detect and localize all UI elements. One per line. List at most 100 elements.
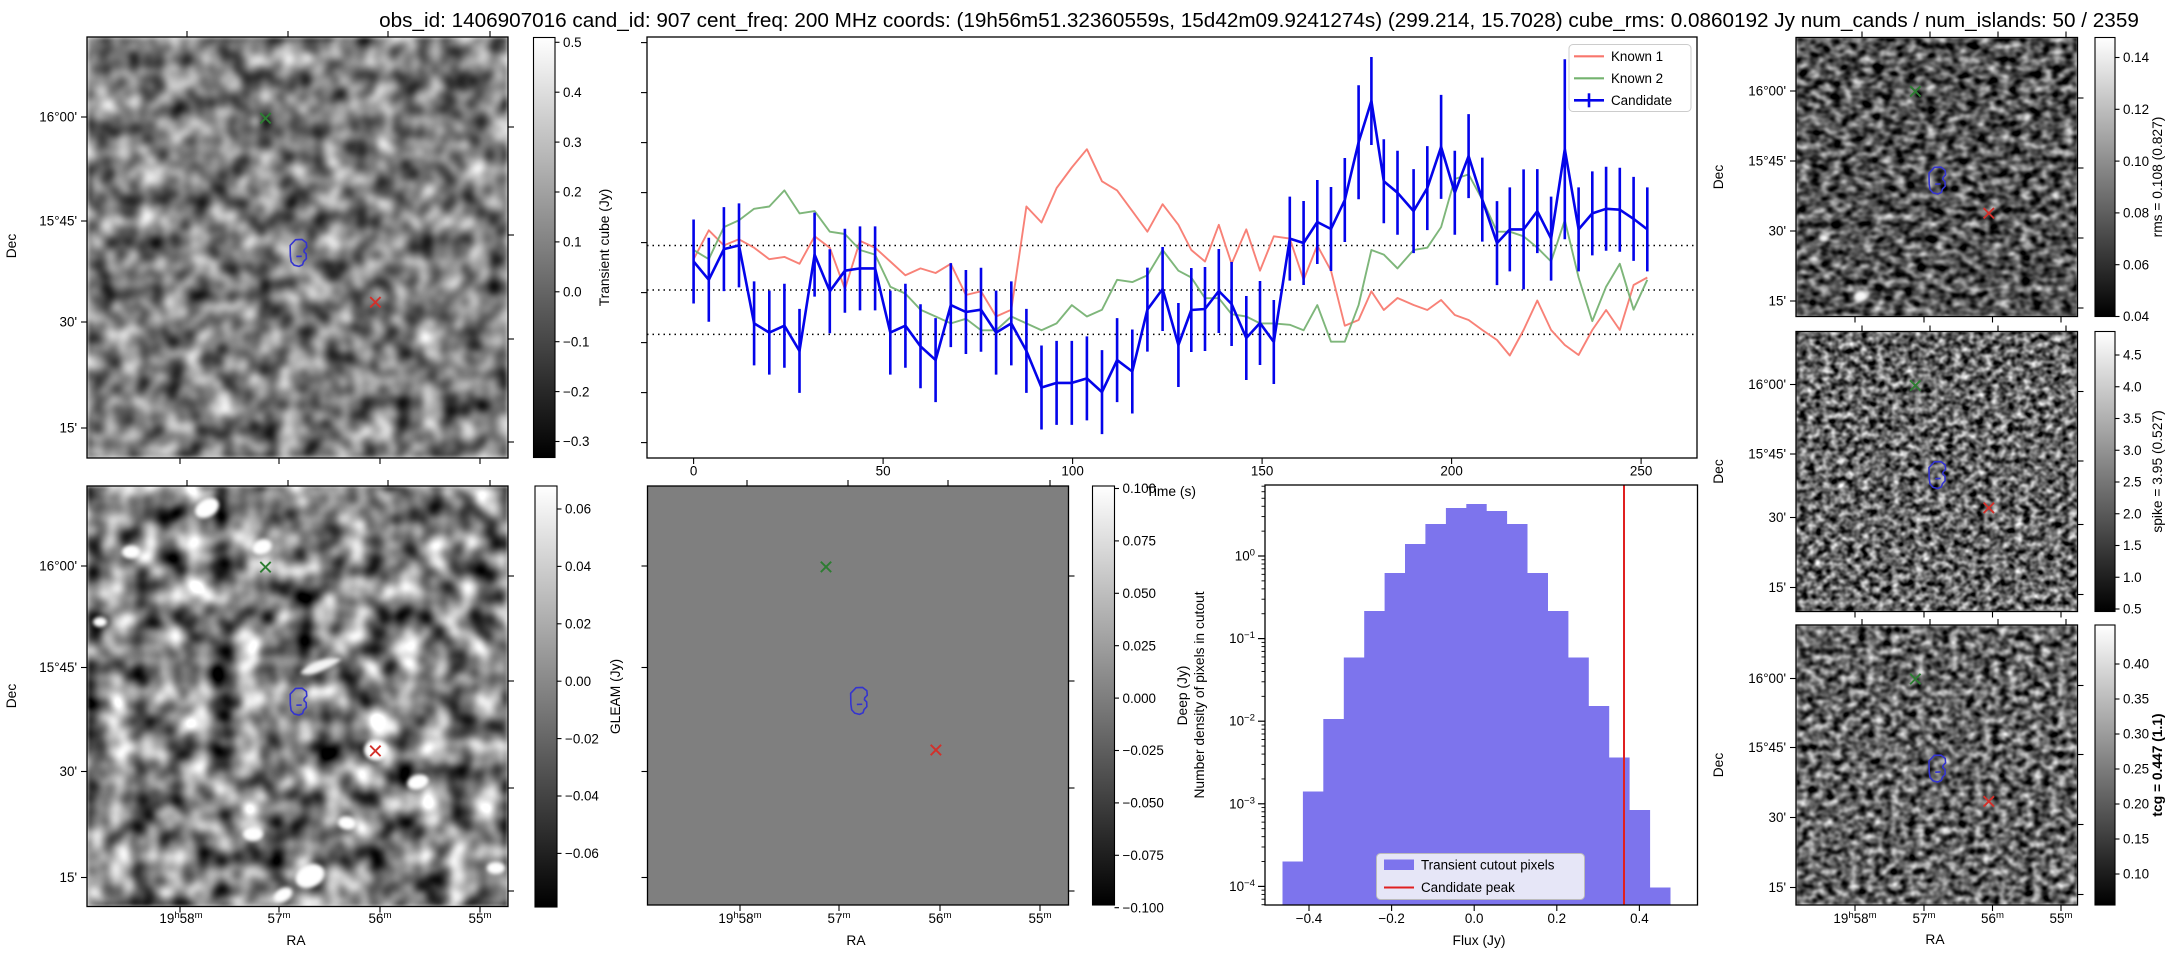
svg-text:56m: 56m	[1981, 910, 2004, 926]
svg-text:0.08: 0.08	[2123, 206, 2149, 221]
svg-text:100: 100	[1061, 464, 1083, 479]
svg-text:0.1: 0.1	[563, 235, 582, 250]
svg-text:Dec: Dec	[1711, 459, 1726, 484]
svg-text:0.3: 0.3	[563, 135, 582, 150]
svg-text:15': 15'	[1769, 294, 1786, 309]
svg-text:spike = 3.95 (0.527): spike = 3.95 (0.527)	[2150, 410, 2165, 532]
svg-text:55m: 55m	[1029, 910, 1052, 926]
svg-text:0.25: 0.25	[2123, 762, 2149, 777]
svg-text:150: 150	[1251, 464, 1273, 479]
svg-text:30': 30'	[1769, 510, 1786, 525]
svg-text:0.5: 0.5	[2123, 602, 2142, 617]
svg-text:0.15: 0.15	[2123, 832, 2149, 847]
svg-text:Dec: Dec	[1711, 165, 1726, 190]
svg-text:30': 30'	[1769, 224, 1786, 239]
svg-text:obs_id: 1406907016 cand_id: 90: obs_id: 1406907016 cand_id: 907 cent_fre…	[379, 9, 2139, 32]
svg-text:56m: 56m	[369, 910, 392, 926]
svg-text:0.0: 0.0	[1465, 911, 1484, 926]
svg-text:0.4: 0.4	[1630, 911, 1649, 926]
svg-text:16°00': 16°00'	[39, 559, 77, 574]
svg-text:4.0: 4.0	[2123, 379, 2142, 394]
svg-text:Dec: Dec	[1711, 753, 1726, 778]
svg-text:0.050: 0.050	[1123, 586, 1157, 601]
svg-text:−0.075: −0.075	[1123, 848, 1164, 863]
svg-text:rms = 0.108 (0.827): rms = 0.108 (0.827)	[2150, 117, 2165, 238]
svg-text:15°45': 15°45'	[1748, 154, 1786, 169]
svg-text:Candidate peak: Candidate peak	[1421, 880, 1515, 895]
svg-text:−0.04: −0.04	[565, 789, 599, 804]
svg-text:1.0: 1.0	[2123, 570, 2142, 585]
svg-text:30': 30'	[60, 315, 77, 330]
svg-text:0.000: 0.000	[1123, 691, 1157, 706]
svg-text:1.5: 1.5	[2123, 538, 2142, 553]
svg-text:2.5: 2.5	[2123, 475, 2142, 490]
svg-text:Flux (Jy): Flux (Jy)	[1453, 933, 1506, 948]
svg-text:55m: 55m	[2050, 910, 2073, 926]
svg-text:Candidate: Candidate	[1611, 93, 1672, 108]
svg-text:15': 15'	[60, 421, 77, 436]
svg-text:57m: 57m	[268, 910, 291, 926]
svg-text:0.02: 0.02	[565, 617, 591, 632]
svg-text:Deep (Jy): Deep (Jy)	[1175, 666, 1190, 726]
svg-text:Transient cutout pixels: Transient cutout pixels	[1421, 858, 1555, 873]
svg-text:19h58m: 19h58m	[159, 910, 202, 926]
svg-text:0.4: 0.4	[563, 85, 582, 100]
svg-text:0.04: 0.04	[565, 559, 592, 574]
svg-text:15°45': 15°45'	[1748, 447, 1786, 462]
svg-text:0.12: 0.12	[2123, 102, 2149, 117]
svg-text:Dec: Dec	[4, 684, 19, 709]
svg-text:0.00: 0.00	[565, 674, 591, 689]
svg-text:15': 15'	[1769, 880, 1786, 895]
svg-text:16°00': 16°00'	[39, 110, 77, 125]
svg-text:19h58m: 19h58m	[1833, 910, 1876, 926]
svg-text:0.14: 0.14	[2123, 50, 2150, 65]
svg-text:−0.050: −0.050	[1123, 796, 1164, 811]
svg-text:55m: 55m	[469, 910, 492, 926]
svg-text:−0.2: −0.2	[563, 384, 589, 399]
svg-text:3.0: 3.0	[2123, 443, 2142, 458]
svg-text:2.0: 2.0	[2123, 506, 2142, 521]
svg-text:15°45': 15°45'	[39, 660, 77, 675]
svg-text:−0.100: −0.100	[1123, 900, 1164, 915]
svg-text:0.2: 0.2	[563, 185, 582, 200]
svg-text:56m: 56m	[929, 910, 952, 926]
svg-text:0.2: 0.2	[1547, 911, 1566, 926]
svg-text:0.20: 0.20	[2123, 797, 2149, 812]
svg-text:19h58m: 19h58m	[718, 910, 761, 926]
svg-text:−0.02: −0.02	[565, 731, 599, 746]
svg-text:Time (s): Time (s)	[1146, 484, 1196, 499]
svg-text:15': 15'	[60, 870, 77, 885]
svg-text:30': 30'	[60, 764, 77, 779]
svg-text:0.10: 0.10	[2123, 867, 2149, 882]
svg-text:−0.025: −0.025	[1123, 743, 1164, 758]
svg-text:15': 15'	[1769, 580, 1786, 595]
svg-text:0: 0	[690, 464, 697, 479]
svg-text:250: 250	[1630, 464, 1652, 479]
svg-text:Known 1: Known 1	[1611, 49, 1663, 64]
svg-text:−0.06: −0.06	[565, 846, 599, 861]
svg-text:16°00': 16°00'	[1748, 377, 1786, 392]
svg-text:Known 2: Known 2	[1611, 71, 1663, 86]
svg-text:0.06: 0.06	[2123, 257, 2149, 272]
svg-text:50: 50	[876, 464, 891, 479]
svg-text:−0.1: −0.1	[563, 334, 589, 349]
svg-text:Number density of pixels in cu: Number density of pixels in cutout	[1192, 591, 1207, 798]
svg-text:3.5: 3.5	[2123, 411, 2142, 426]
svg-text:Dec: Dec	[4, 234, 19, 259]
svg-text:0.30: 0.30	[2123, 727, 2149, 742]
svg-text:0.025: 0.025	[1123, 638, 1157, 653]
svg-text:GLEAM (Jy): GLEAM (Jy)	[608, 659, 623, 734]
svg-text:Transient cube (Jy): Transient cube (Jy)	[597, 189, 612, 307]
svg-text:0.40: 0.40	[2123, 657, 2149, 672]
svg-text:30': 30'	[1769, 810, 1786, 825]
svg-text:0.075: 0.075	[1123, 534, 1157, 549]
svg-text:0.5: 0.5	[563, 35, 582, 50]
svg-text:−0.3: −0.3	[563, 434, 589, 449]
svg-text:0.35: 0.35	[2123, 692, 2149, 707]
svg-text:15°45': 15°45'	[1748, 740, 1786, 755]
svg-text:16°00': 16°00'	[1748, 671, 1786, 686]
svg-text:16°00': 16°00'	[1748, 84, 1786, 99]
svg-text:57m: 57m	[1913, 910, 1936, 926]
svg-text:15°45': 15°45'	[39, 214, 77, 229]
svg-text:0.06: 0.06	[565, 502, 591, 517]
